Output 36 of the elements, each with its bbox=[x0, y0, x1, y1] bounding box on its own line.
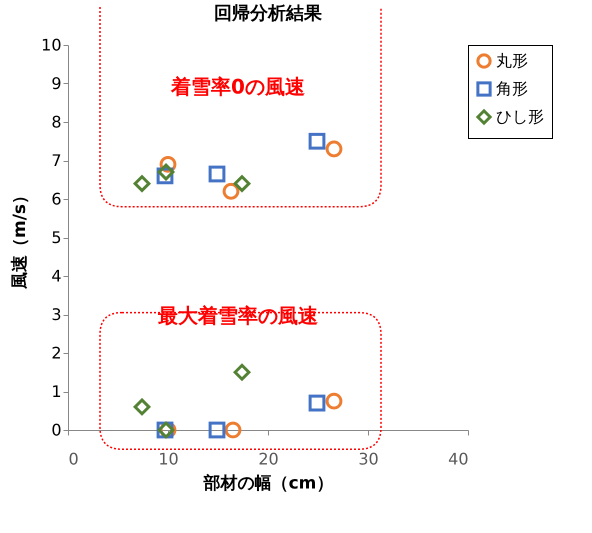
point bbox=[234, 364, 250, 381]
x-tick-label: 10 bbox=[158, 450, 179, 468]
point bbox=[134, 398, 150, 416]
point bbox=[208, 422, 226, 438]
point bbox=[224, 422, 242, 438]
legend-label: 角形 bbox=[496, 79, 528, 98]
x-tick-label: 30 bbox=[358, 450, 379, 468]
y-tick-label: 9 bbox=[51, 74, 62, 93]
y-tick-label: 10 bbox=[41, 36, 62, 54]
point bbox=[308, 394, 326, 412]
y-tick-label: 1 bbox=[51, 382, 62, 401]
legend-label: ひし形 bbox=[496, 107, 544, 126]
point bbox=[134, 175, 150, 192]
y-tick-label: 2 bbox=[51, 344, 62, 362]
y-tick-label: 6 bbox=[51, 190, 62, 208]
point bbox=[308, 132, 326, 150]
chart-title: 回帰分析結果 bbox=[214, 3, 323, 24]
x-axis-title: 部材の幅（cm） bbox=[202, 474, 334, 494]
y-axis-title: 風速（m/s） bbox=[10, 186, 30, 290]
y-tick-label: 8 bbox=[51, 112, 62, 132]
point bbox=[234, 175, 250, 192]
point bbox=[222, 182, 240, 200]
y-tick-label: 4 bbox=[51, 266, 62, 286]
x-tick-label: 40 bbox=[448, 450, 468, 468]
point bbox=[158, 164, 174, 180]
point bbox=[208, 166, 226, 182]
y-tick-label: 3 bbox=[51, 305, 62, 324]
legend-label: 丸形 bbox=[496, 51, 528, 70]
annotation: 着雪率0の風速 bbox=[170, 74, 305, 98]
y-tick-label: 7 bbox=[51, 151, 62, 170]
x-tick-label: 20 bbox=[258, 450, 279, 468]
x-tick-label: 0 bbox=[68, 450, 79, 468]
point bbox=[326, 140, 342, 158]
y-tick-label: 0 bbox=[51, 420, 62, 440]
point bbox=[326, 392, 342, 410]
y-tick-label: 5 bbox=[51, 228, 62, 247]
